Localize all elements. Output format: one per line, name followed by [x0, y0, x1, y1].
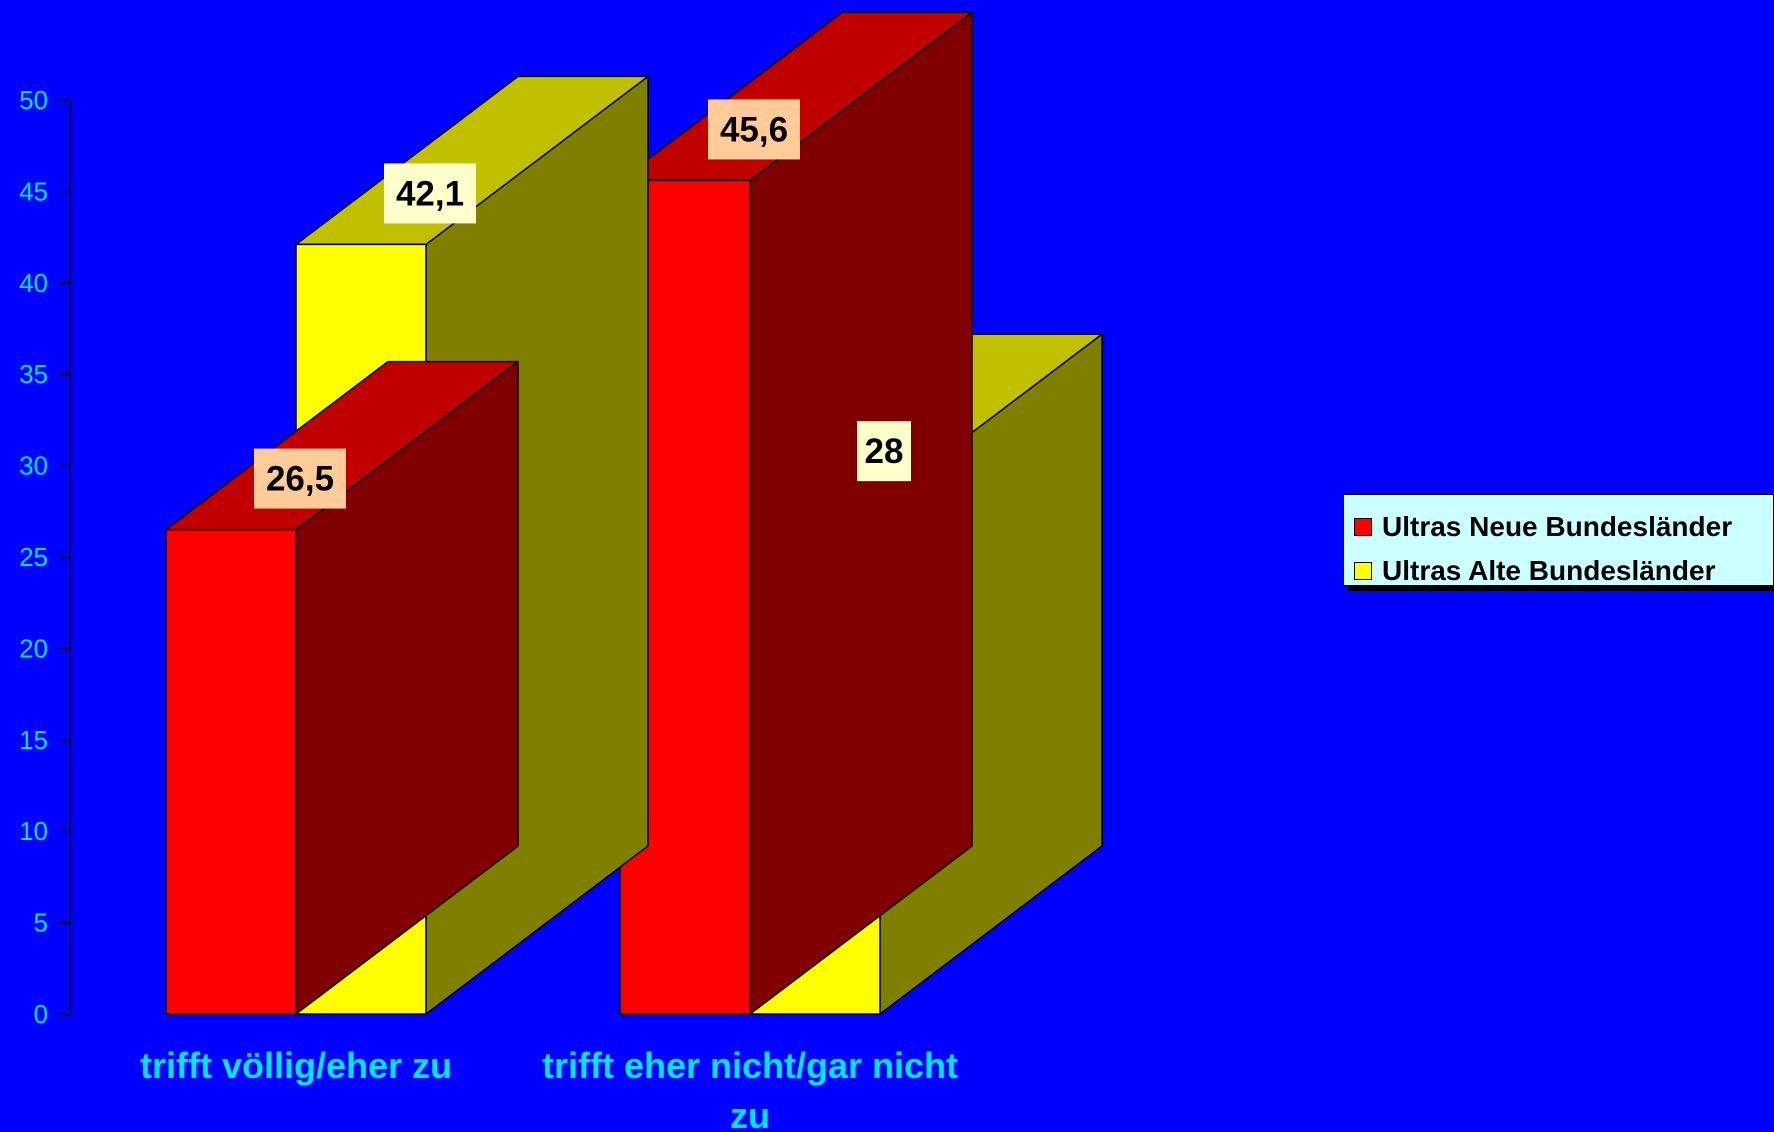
y-tick-label: 0 [34, 999, 48, 1029]
legend-label-alte: Ultras Alte Bundesländer [1382, 555, 1716, 586]
category-label: zu [730, 1095, 770, 1132]
y-tick-label: 5 [34, 908, 48, 938]
y-tick-label: 20 [19, 633, 48, 663]
data-label-box [708, 99, 800, 160]
data-label-text: 45,6 [720, 110, 788, 149]
category-label: trifft völlig/eher zu [140, 1045, 452, 1086]
data-label-text: 42,1 [396, 174, 464, 213]
data-label-box [254, 448, 346, 509]
data-labels: 26,5 42,1 45,6 28 [254, 99, 911, 509]
legend-label-neue: Ultras Neue Bundesländer [1382, 511, 1733, 542]
y-axis: 0 5 10 15 20 25 30 35 40 45 50 [19, 85, 71, 1029]
data-label-text: 28 [865, 432, 904, 471]
data-label-text: 26,5 [266, 460, 334, 499]
y-tick-label: 30 [19, 451, 48, 481]
data-label: 28 [857, 421, 911, 482]
y-tick-label: 35 [19, 359, 48, 389]
data-label-box [857, 421, 911, 482]
data-label: 45,6 [708, 99, 800, 160]
y-tick-label: 45 [19, 176, 48, 206]
legend-item-alte: Ultras Alte Bundesländer [1354, 549, 1773, 593]
legend: Ultras Neue Bundesländer Ultras Alte Bun… [1343, 494, 1774, 586]
y-tick-label: 25 [19, 542, 48, 572]
data-label: 26,5 [254, 448, 346, 509]
legend-item-neue: Ultras Neue Bundesländer [1354, 505, 1773, 549]
x-axis-category-labels: trifft völlig/eher zu trifft eher nicht/g… [140, 1045, 958, 1132]
y-tick-label: 40 [19, 268, 48, 298]
y-tick-label: 50 [19, 85, 48, 115]
legend-swatch-alte [1354, 562, 1372, 580]
category-label: trifft eher nicht/gar nicht [542, 1045, 958, 1086]
legend-swatch-neue [1354, 518, 1372, 536]
y-tick-label: 15 [19, 725, 48, 755]
bars [165, 11, 1103, 1015]
y-tick-label: 10 [19, 816, 48, 846]
bar-1-0 [619, 11, 973, 1015]
bar-front [165, 528, 297, 1015]
data-label-box [384, 163, 476, 224]
bar-side [749, 11, 973, 1015]
data-label: 42,1 [384, 163, 476, 224]
